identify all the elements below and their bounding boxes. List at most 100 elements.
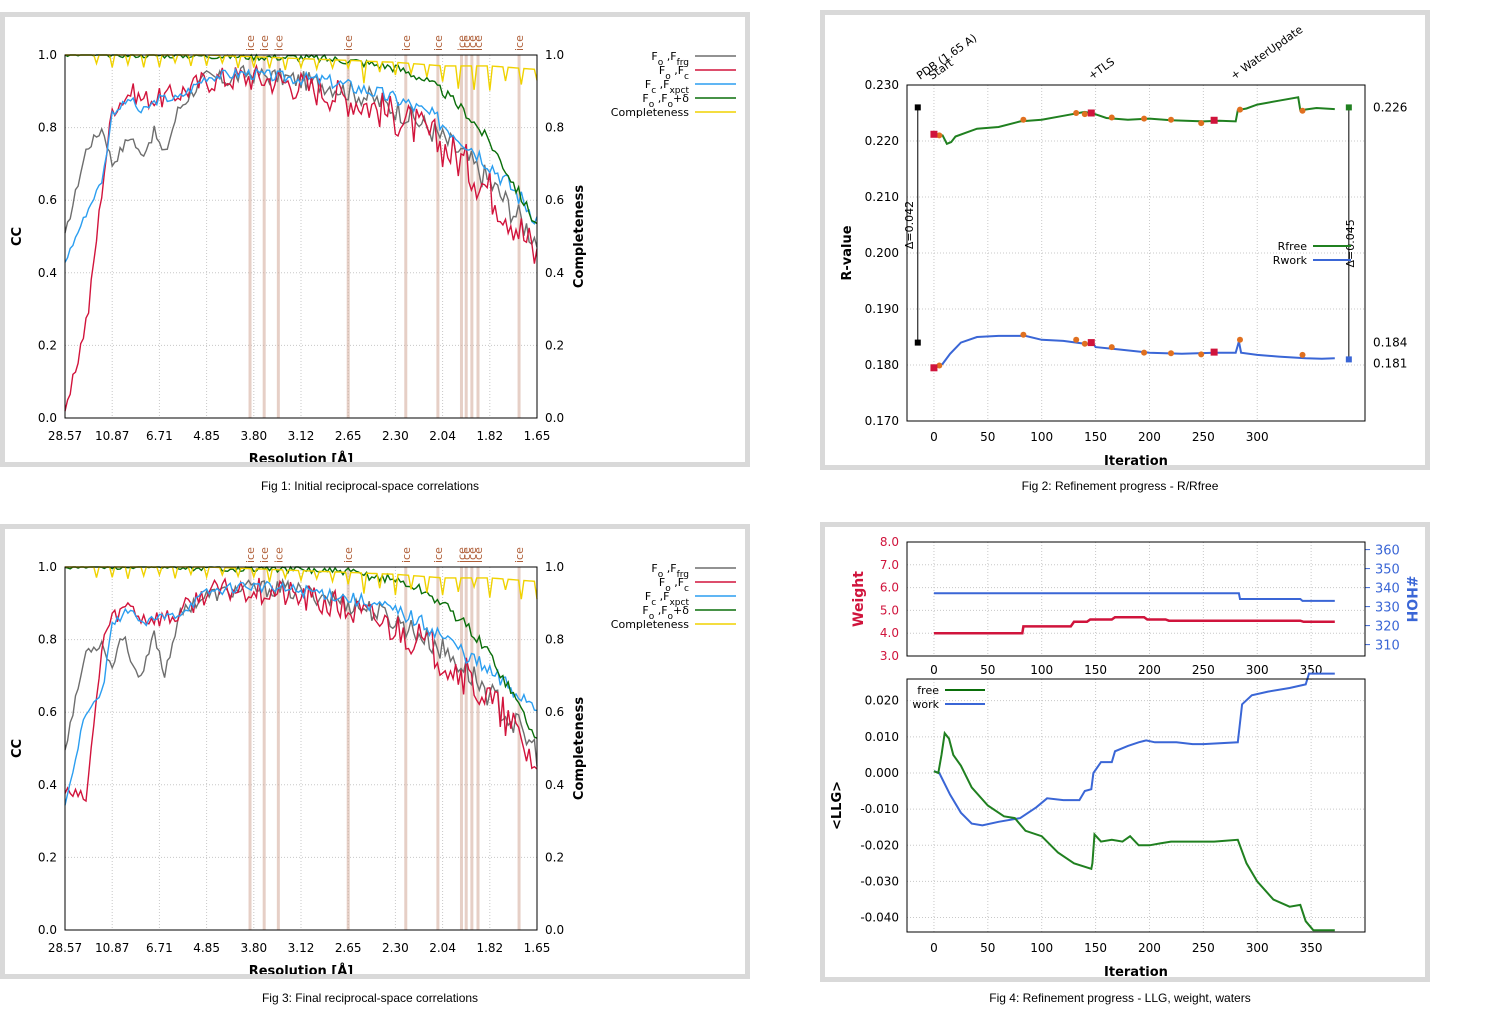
fig1-caption: Fig 1: Initial reciprocal-space correlat… [260,479,480,493]
hoh-tick-label: 310 [1375,639,1400,654]
end-marker [914,339,921,346]
ice-label: ice [432,35,445,51]
fig2-chart: 0.170 0.180 0.190 0.200 0.210 0.220 0.230 0 50 10… [840,23,1407,465]
ice-label: ice [460,547,473,563]
y-tick-label: 0.0 [38,411,57,425]
ice-band [464,55,468,418]
y2-tick-label: 0.6 [545,705,564,719]
red-marker [1210,348,1218,356]
orange-marker [1081,111,1088,118]
series-line-fc_fxpct [64,67,538,263]
x-tick-label: 4.85 [193,429,220,443]
legend-label: Fo ,Fo+δ [642,604,689,622]
legend-label: work [912,698,939,711]
x-tick-label: 150 [1084,941,1107,955]
weight-tick-label: 4.0 [880,626,899,640]
x-tick-label: 2.65 [335,941,362,955]
ice-band [476,567,480,930]
legend-label: Completeness [611,618,689,631]
weight-axis-label: Weight [851,571,867,627]
red-marker [930,130,938,138]
y-tick-label: -0.040 [860,911,899,925]
y2-tick-label: 0.0 [545,411,564,425]
x-axis-label: Resolution [Å] [249,451,354,462]
y2-tick-label: 0.8 [545,121,564,135]
x-tick-label: 100 [1030,941,1053,955]
ice-band [404,55,408,418]
llg-free-line [933,730,1335,932]
x-tick-label: 300 [1246,941,1269,955]
legend-label: Completeness [611,106,689,119]
orange-marker [1020,331,1027,338]
hoh-tick-label: 340 [1375,582,1400,597]
orange-marker [1108,344,1115,351]
ice-label: ice [455,547,468,563]
weight-tick-label: 5.0 [880,603,899,617]
plot-frame [906,84,1366,422]
ice-label: ice [272,35,285,51]
ice-band [248,567,252,930]
ice-label: ice [244,35,257,51]
x-tick-label: 250 [1192,430,1215,444]
series-line-completeness [65,566,538,600]
ice-label: ice [258,547,271,563]
right-value-label: 0.181 [1373,356,1407,370]
series-line-rfree [933,96,1335,146]
x-tick-label: 200 [1138,430,1161,444]
y-tick-label: 0.020 [865,694,899,708]
x-tick-label: 200 [1138,941,1161,955]
y-tick-label: 0.6 [38,193,57,207]
x-tick-label: 6.71 [146,941,173,955]
y-tick-label: 0.170 [865,414,899,428]
x-tick-label: 150 [1084,430,1107,444]
weight-tick-label: 8.0 [880,535,899,549]
red-marker [930,364,938,372]
ice-band [404,567,408,930]
fig1-chart: 0.0 0.0 0.2 0.2 0.4 0.4 0.6 0.6 0.8 0.8 1.0 1.0 28.5… [10,35,736,462]
ice-label: ice [513,35,526,51]
y-tick-label: 0.000 [865,766,899,780]
x-tick-label: 10.87 [95,941,129,955]
y2-tick-label: 0.2 [545,850,564,864]
hoh-tick-label: 330 [1375,601,1400,616]
ice-label: ice [513,547,526,563]
x-tick-label: 2.04 [429,429,456,443]
series-line-fo_fc [64,577,538,803]
y2-tick-label: 0.4 [545,778,564,792]
y2-tick-label: 0.8 [545,633,564,647]
series-line-rwork [933,334,1335,369]
ice-band [470,567,474,930]
top-x-tick-label: 50 [980,663,995,677]
top-x-tick-label: 100 [1030,663,1053,677]
y-axis-label: CC [10,227,25,246]
ice-label: ice [400,35,413,51]
ice-label: ice [432,547,445,563]
ice-label: ice [258,35,271,51]
series-line-fo_ffrg [64,577,538,767]
ice-label: ice [472,547,485,563]
orange-marker [1141,115,1148,122]
fig1-panel: 0.0 0.0 0.2 0.2 0.4 0.4 0.6 0.6 0.8 0.8 1.0 1.0 28.5… [0,12,750,467]
end-marker [1345,356,1352,363]
ice-label: ice [342,547,355,563]
y-tick-label: 0.190 [865,302,899,316]
ice-band [459,55,463,418]
fig4-panel: 3.0 4.0 5.0 6.0 7.0 8.0 310 320 330 340 350 360 0 50 1… [820,522,1430,982]
ice-band [517,567,521,930]
ice-label: ice [244,547,257,563]
ice-band [459,567,463,930]
end-marker [1345,104,1352,111]
y-tick-label: -0.020 [860,838,899,852]
ice-band [262,55,266,418]
orange-marker [1299,351,1306,358]
x-tick-label: 6.71 [146,429,173,443]
y-tick-label: 0.2 [38,338,57,352]
x-axis-label: Iteration [1104,454,1168,465]
y-tick-label: 1.0 [38,560,57,574]
fig3-panel: 0.0 0.0 0.2 0.2 0.4 0.4 0.6 0.6 0.8 0.8 1.0 1.0 28.5… [0,524,750,979]
x-tick-label: 1.65 [524,429,551,443]
orange-marker [1168,350,1175,357]
series-line-fo_fc [64,63,538,412]
x-tick-label: 3.80 [240,941,267,955]
series-line-fo_fo_delta [64,53,538,225]
